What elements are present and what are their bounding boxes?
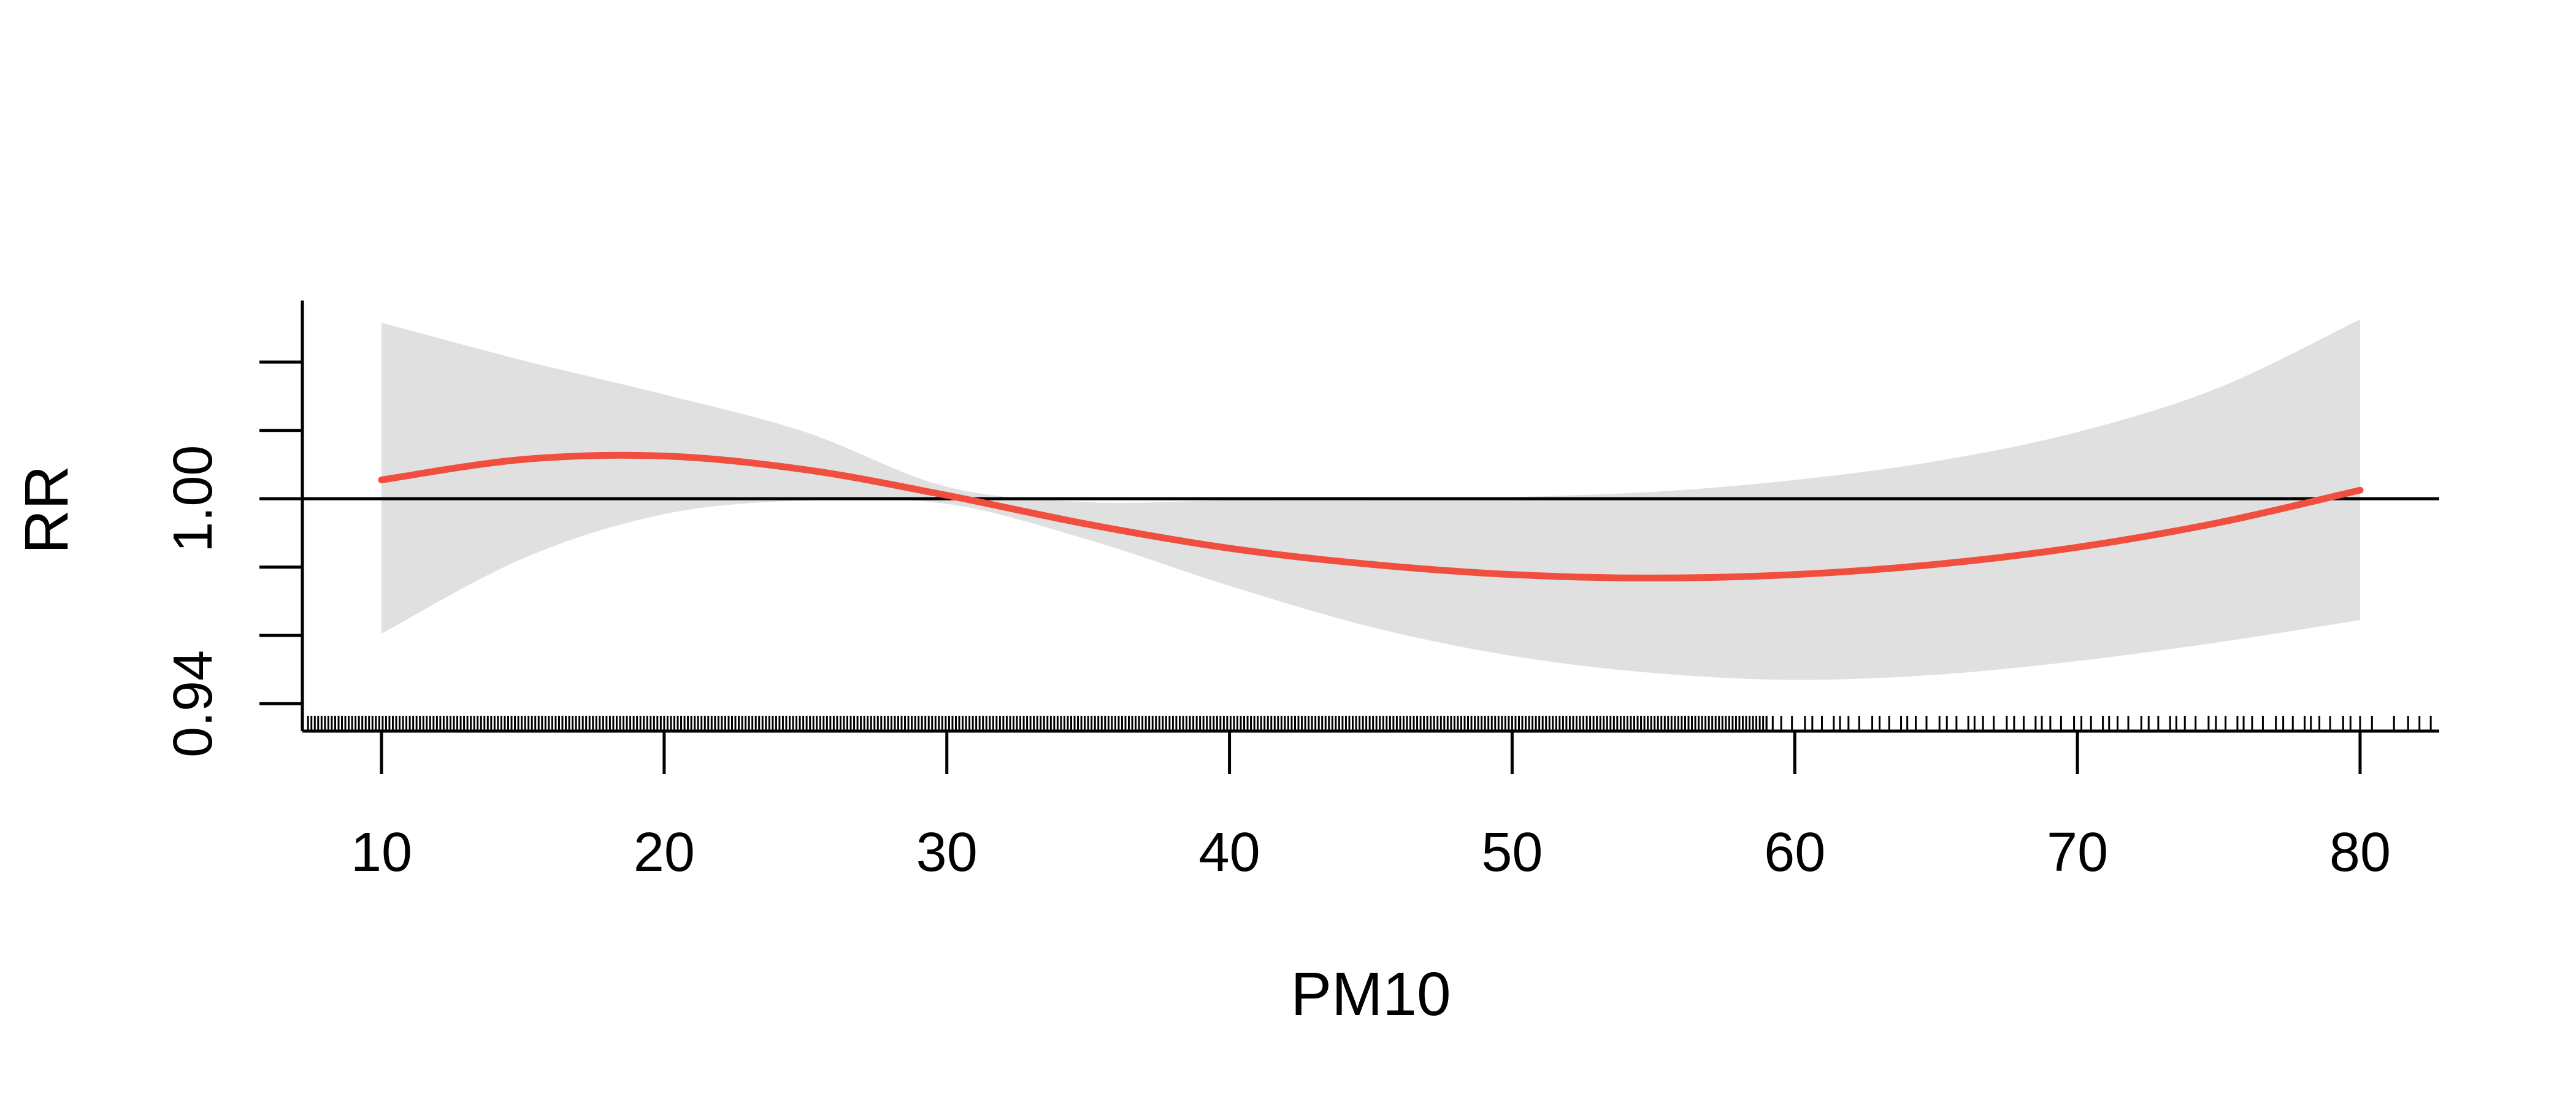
rug-marks-layer	[307, 716, 2432, 731]
y-tick-label: 0.94	[163, 650, 224, 757]
y-axis-title: RR	[12, 466, 81, 554]
x-tick-label: 20	[634, 822, 695, 883]
confidence-band-layer	[381, 319, 2360, 680]
x-tick-label: 50	[1481, 822, 1543, 883]
estimate-line-layer	[378, 451, 2364, 581]
axes-layer: 0.94 1.00 10 20 30 40 50 60 70 80	[163, 301, 2439, 883]
confidence-band	[381, 319, 2360, 680]
x-axis-title: PM10	[1290, 960, 1451, 1029]
y-tick-label: 1.00	[163, 445, 224, 553]
x-tick-label: 10	[351, 822, 412, 883]
estimate-line	[378, 451, 2364, 581]
x-tick-label: 30	[916, 822, 978, 883]
x-tick-label: 80	[2329, 822, 2391, 883]
x-tick-label: 40	[1199, 822, 1260, 883]
x-tick-label: 60	[1764, 822, 1825, 883]
x-tick-label: 70	[2047, 822, 2108, 883]
